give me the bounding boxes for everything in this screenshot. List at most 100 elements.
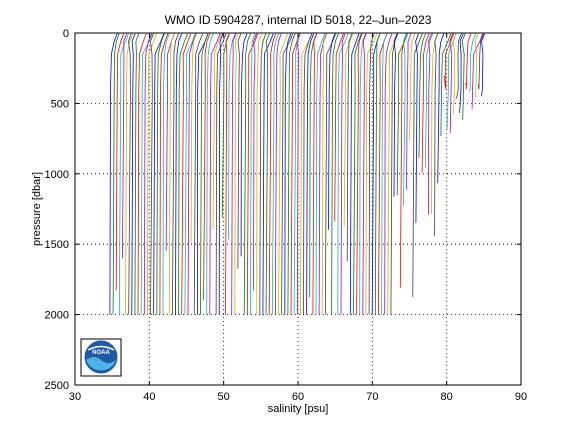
profile-line bbox=[122, 33, 128, 259]
chart-title: WMO ID 5904287, internal ID 5018, 22–Jun… bbox=[165, 13, 432, 27]
profile-line bbox=[365, 33, 378, 315]
profile-line bbox=[281, 33, 294, 315]
profile-line bbox=[231, 33, 237, 315]
profile-line bbox=[434, 33, 439, 237]
profile-line bbox=[109, 33, 118, 315]
profile-line bbox=[147, 33, 157, 315]
profile-line bbox=[159, 33, 169, 315]
profile-line bbox=[437, 33, 445, 184]
profile-line bbox=[215, 33, 227, 315]
profile-line bbox=[203, 33, 211, 300]
profile-line bbox=[228, 33, 236, 240]
profile-line bbox=[162, 33, 170, 315]
x-tick-labels: 30 40 50 60 70 80 90 bbox=[69, 391, 527, 403]
profile-line bbox=[356, 33, 363, 315]
y-tick-label: 0 bbox=[63, 28, 69, 40]
y-tick-label: 1500 bbox=[45, 239, 69, 251]
profile-line bbox=[115, 33, 125, 291]
svg-text:NOAA: NOAA bbox=[92, 350, 110, 356]
profile-line bbox=[349, 33, 360, 315]
x-tick-label: 90 bbox=[515, 391, 527, 403]
profile-line bbox=[265, 33, 270, 315]
profile-line bbox=[271, 33, 279, 315]
profile-line bbox=[393, 33, 398, 197]
profile-line bbox=[452, 33, 457, 115]
profile-line bbox=[190, 33, 197, 244]
x-tick-label: 30 bbox=[69, 391, 81, 403]
profile-line bbox=[237, 33, 242, 269]
profile-line bbox=[137, 33, 147, 315]
profile-line bbox=[334, 33, 344, 222]
profile-line bbox=[461, 33, 466, 121]
profile-line bbox=[131, 33, 136, 315]
axis-ticks bbox=[74, 32, 522, 386]
y-tick-label: 2000 bbox=[45, 310, 69, 322]
y-tick-labels: 0 500 1000 1500 2000 2500 bbox=[45, 28, 69, 392]
profile-line bbox=[118, 33, 129, 315]
profile-line bbox=[134, 33, 140, 315]
profile-line bbox=[240, 33, 248, 257]
profile-line bbox=[443, 33, 455, 90]
profile-line bbox=[181, 33, 192, 315]
profile-line bbox=[381, 33, 388, 315]
y-axis-label: pressure [dbar] bbox=[31, 172, 43, 246]
profile-line bbox=[200, 33, 209, 315]
profile-line bbox=[471, 33, 484, 109]
profile-line bbox=[193, 33, 203, 315]
x-axis-label: salinity [psu] bbox=[268, 403, 329, 415]
profile-line bbox=[156, 33, 165, 315]
profile-lines bbox=[109, 33, 485, 315]
profile-line bbox=[390, 33, 399, 315]
profile-line bbox=[234, 33, 239, 315]
profile-line bbox=[284, 33, 292, 315]
profile-line bbox=[428, 33, 432, 215]
profile-line bbox=[153, 33, 165, 315]
profile-line bbox=[212, 33, 222, 230]
profile-line bbox=[209, 33, 221, 315]
profile-line bbox=[477, 33, 484, 90]
profile-line bbox=[125, 33, 134, 315]
profile-line bbox=[321, 33, 327, 315]
profile-line bbox=[175, 33, 182, 315]
profile-line bbox=[343, 33, 354, 227]
profile-line bbox=[465, 33, 472, 90]
profile-line bbox=[184, 33, 196, 315]
profile-line bbox=[178, 33, 188, 315]
profile-line bbox=[246, 33, 259, 315]
y-tick-label: 500 bbox=[51, 98, 69, 110]
profile-line bbox=[315, 33, 326, 315]
profile-line bbox=[368, 33, 375, 315]
noaa-logo: NOAA bbox=[80, 338, 122, 377]
profile-line bbox=[143, 33, 152, 315]
profile-line bbox=[459, 33, 464, 114]
profile-line bbox=[225, 33, 230, 315]
x-tick-label: 60 bbox=[292, 391, 304, 403]
profile-line bbox=[275, 33, 282, 315]
profile-line bbox=[421, 33, 430, 173]
x-tick-label: 80 bbox=[441, 391, 453, 403]
profile-line bbox=[440, 33, 452, 137]
profile-line bbox=[418, 33, 426, 159]
profile-line bbox=[412, 33, 423, 297]
x-tick-label: 70 bbox=[366, 391, 378, 403]
profile-line bbox=[256, 33, 262, 315]
profile-line bbox=[112, 33, 120, 315]
profile-line bbox=[218, 33, 224, 315]
profile-line bbox=[337, 33, 349, 315]
profile-line bbox=[409, 33, 416, 141]
profile-line bbox=[303, 33, 313, 315]
profile-line bbox=[346, 33, 353, 262]
profile-line bbox=[424, 33, 434, 169]
profile-line bbox=[262, 33, 274, 315]
profile-line bbox=[474, 33, 479, 98]
profile-line bbox=[362, 33, 367, 315]
x-tick-label: 50 bbox=[218, 391, 230, 403]
profile-line bbox=[456, 33, 462, 99]
profile-line bbox=[168, 33, 175, 315]
profile-line bbox=[140, 33, 153, 315]
profile-line bbox=[206, 33, 214, 315]
profile-line bbox=[328, 33, 336, 230]
y-tick-label: 2500 bbox=[45, 380, 69, 392]
profile-line bbox=[287, 33, 296, 315]
